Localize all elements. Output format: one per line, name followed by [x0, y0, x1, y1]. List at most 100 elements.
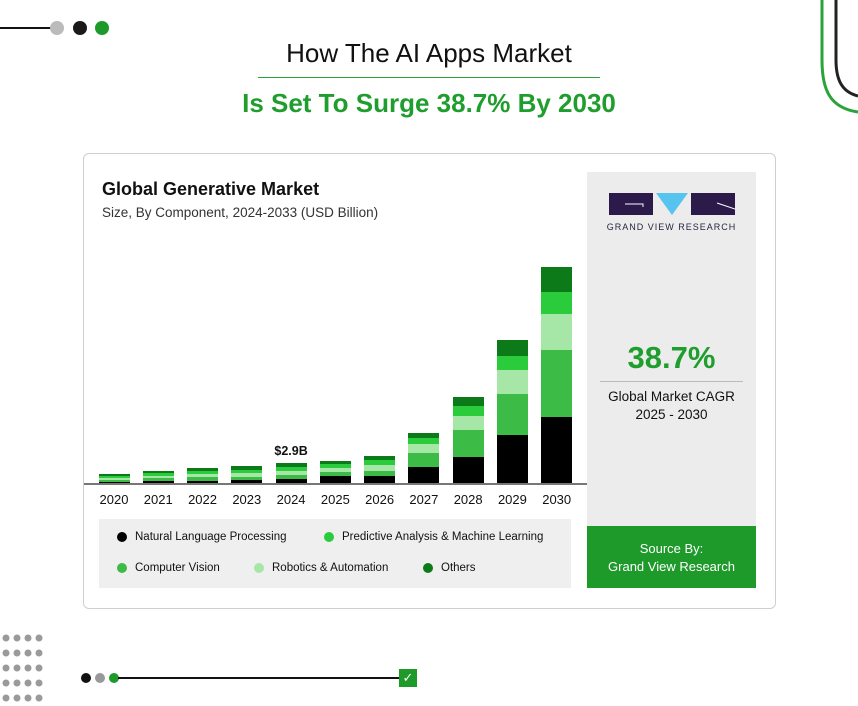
x-tick-label: 2029 — [497, 492, 527, 507]
bar-segment-2020-3 — [98, 476, 130, 478]
bar-segment-2022-0 — [187, 480, 219, 483]
decor-dot — [24, 664, 32, 672]
decor-dot — [13, 634, 21, 642]
x-tick-label: 2030 — [542, 492, 572, 507]
bar-segment-2023-1 — [231, 476, 263, 481]
bar-segment-2023-3 — [231, 469, 263, 474]
decor-dot — [2, 664, 10, 672]
legend-swatch — [324, 532, 334, 542]
bar-segment-2025-0 — [319, 476, 351, 483]
legend-label: Predictive Analysis & Machine Learning — [342, 531, 544, 543]
bottom-dot-gray — [95, 673, 105, 683]
bar-segment-2024-1 — [275, 475, 307, 479]
legend-swatch — [254, 563, 264, 573]
decor-dot — [35, 694, 43, 702]
bar-segment-2029-4 — [496, 340, 528, 357]
decor-dot-black — [73, 21, 87, 35]
legend-swatch — [117, 563, 127, 573]
bar-segment-2025-3 — [319, 464, 351, 468]
cagr-value: 38.7% — [627, 340, 716, 375]
x-tick-label: 2024 — [276, 492, 306, 507]
decor-dot — [24, 694, 32, 702]
cagr-divider — [600, 381, 743, 382]
decor-dot — [13, 649, 21, 657]
x-axis-line — [84, 483, 587, 485]
legend-label: Computer Vision — [135, 562, 220, 574]
bar-segment-2023-2 — [231, 473, 263, 477]
source-label: Source By: — [639, 541, 704, 556]
x-tick-label: 2021 — [143, 492, 173, 507]
decor-dot — [13, 679, 21, 687]
decor-dot — [35, 664, 43, 672]
decor-dot — [24, 634, 32, 642]
decor-dot — [2, 649, 10, 657]
legend-swatch — [423, 563, 433, 573]
bar-segment-2025-4 — [319, 461, 351, 465]
bar-segment-2027-1 — [408, 452, 440, 467]
bar-segment-2028-4 — [452, 396, 484, 407]
bar-segment-2028-0 — [452, 456, 484, 483]
bar-segment-2029-3 — [496, 356, 528, 371]
legend-label: Robotics & Automation — [272, 562, 389, 574]
chart-title: Global Generative Market — [102, 179, 320, 199]
legend-item-computer-vision: Computer Vision — [117, 562, 220, 574]
x-tick-label: 2022 — [188, 492, 217, 507]
bar-segment-2028-1 — [452, 430, 484, 457]
legend-label: Natural Language Processing — [135, 531, 287, 543]
source-box: Source By: Grand View Research — [587, 526, 756, 588]
x-tick-label: 2027 — [409, 492, 439, 507]
cagr-label: Global Market CAGR 2025 - 2030 — [587, 388, 756, 424]
legend-label: Others — [441, 562, 476, 574]
decor-dot — [2, 634, 10, 642]
legend: Natural Language Processing Predictive A… — [99, 519, 571, 588]
decor-dot — [2, 694, 10, 702]
bar-segment-2028-2 — [452, 416, 484, 431]
bar-segment-2030-3 — [541, 292, 573, 315]
bar-segment-2026-4 — [364, 456, 396, 461]
decor-dot-gray — [50, 21, 64, 35]
x-tick-label: 2020 — [99, 492, 129, 507]
x-tick-label: 2028 — [453, 492, 483, 507]
bar-segment-2021-3 — [142, 473, 174, 476]
x-tick-label: 2025 — [320, 492, 350, 507]
data-label: $2.9B — [274, 443, 308, 458]
decor-dot — [13, 664, 21, 672]
bar-segment-2030-2 — [541, 314, 573, 351]
bar-segment-2023-4 — [231, 466, 263, 470]
legend-item-robotics: Robotics & Automation — [254, 562, 388, 574]
bar-segment-2020-4 — [98, 474, 130, 477]
cagr-label-text: Global Market CAGR — [608, 389, 735, 404]
bar-segment-2023-0 — [231, 480, 263, 483]
bar-segment-2026-3 — [364, 460, 396, 466]
bar-segment-2025-2 — [319, 467, 351, 473]
bar-segment-2020-2 — [98, 477, 130, 480]
bar-segment-2022-3 — [187, 471, 219, 475]
bar-segment-2030-4 — [541, 266, 573, 293]
bar-segment-2026-1 — [364, 470, 396, 477]
bar-segment-2029-1 — [496, 393, 528, 435]
bar-segment-2021-0 — [142, 480, 174, 483]
decor-dot — [35, 649, 43, 657]
bar-segment-2021-1 — [142, 478, 174, 481]
bar-segment-2022-4 — [187, 468, 219, 472]
chart-subtitle: Size, By Component, 2024-2033 (USD Billi… — [102, 205, 379, 220]
legend-swatch — [117, 532, 127, 542]
bar-segment-2030-0 — [541, 416, 573, 483]
bar-segment-2027-2 — [408, 443, 440, 453]
page-title: How The AI Apps Market — [286, 38, 572, 68]
top-left-line — [0, 27, 55, 29]
bar-segment-2022-2 — [187, 474, 219, 478]
dot-grid-decoration — [2, 634, 43, 702]
grand-view-research-logo — [609, 193, 735, 215]
decor-dot — [2, 679, 10, 687]
x-tick-label: 2026 — [365, 492, 395, 507]
bar-segment-2027-4 — [408, 433, 440, 438]
bar-segment-2024-3 — [275, 466, 307, 471]
bar-segment-2027-0 — [408, 466, 440, 483]
bar-segment-2021-4 — [142, 470, 174, 474]
bar-segment-2026-2 — [364, 465, 396, 471]
bar-segment-2029-0 — [496, 434, 528, 483]
logo-text: GRAND VIEW RESEARCH — [606, 222, 737, 232]
decor-dot — [24, 649, 32, 657]
bar-segment-2022-1 — [187, 477, 219, 481]
